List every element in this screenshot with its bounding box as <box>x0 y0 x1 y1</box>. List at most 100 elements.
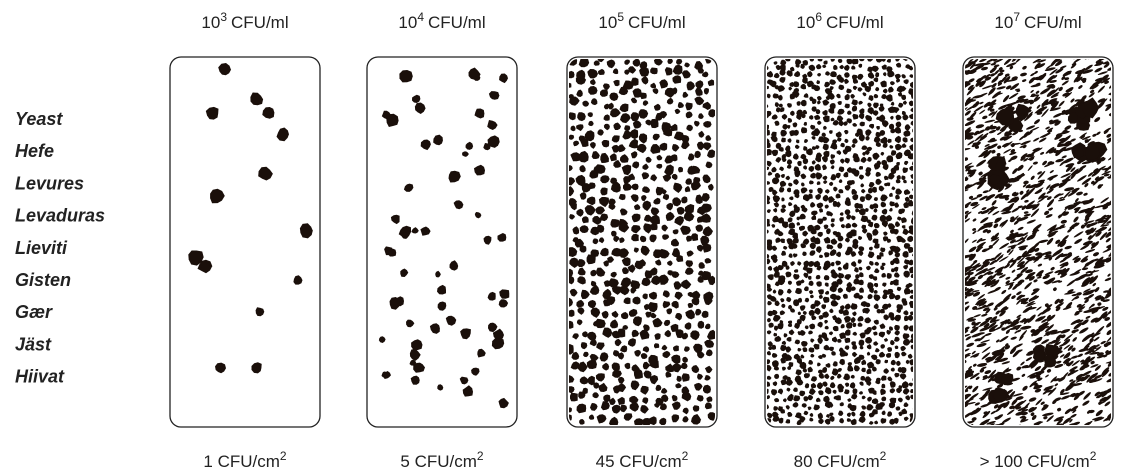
colony <box>590 79 596 85</box>
colony <box>809 250 815 256</box>
colony <box>779 104 783 108</box>
colony <box>876 172 882 177</box>
colony <box>822 133 826 138</box>
colony <box>703 142 711 150</box>
colony <box>602 363 609 371</box>
colony <box>817 337 823 344</box>
colony <box>830 249 837 256</box>
streak <box>1041 338 1050 345</box>
colony <box>600 188 607 196</box>
colony <box>782 341 786 345</box>
colony <box>829 331 833 335</box>
colony <box>771 150 778 156</box>
colony <box>846 88 852 93</box>
colony <box>874 94 879 98</box>
colony <box>865 136 869 141</box>
streak <box>1073 231 1084 239</box>
colony <box>580 192 587 200</box>
colony <box>619 237 625 243</box>
colony <box>659 79 668 88</box>
streak <box>961 301 970 306</box>
slide-outline <box>367 57 517 427</box>
streak <box>1038 239 1049 244</box>
colony <box>620 104 629 113</box>
surface-text: 1 CFU/cm <box>203 452 280 471</box>
colony <box>612 370 622 378</box>
colony <box>572 333 579 339</box>
colony <box>909 114 915 120</box>
colony <box>809 115 813 120</box>
colony <box>774 336 781 342</box>
colony <box>705 366 713 374</box>
streak <box>1028 76 1036 84</box>
colony <box>818 419 824 425</box>
colony <box>869 124 874 129</box>
colony <box>884 338 888 342</box>
colony <box>437 384 443 390</box>
colony <box>645 312 651 318</box>
colony <box>569 214 575 220</box>
colony <box>830 142 837 149</box>
streak <box>1072 336 1078 342</box>
colony <box>438 302 447 311</box>
colony <box>883 72 886 76</box>
colony <box>903 265 908 270</box>
colony <box>570 289 578 297</box>
colony <box>778 289 784 295</box>
colony <box>666 372 672 378</box>
colony <box>793 122 798 127</box>
colony <box>822 99 829 105</box>
colony <box>694 97 704 106</box>
colony <box>868 81 874 87</box>
colony <box>634 204 640 210</box>
colony <box>474 165 485 176</box>
streak <box>996 86 1006 90</box>
colony <box>874 320 879 325</box>
colony <box>672 364 681 373</box>
streak <box>963 348 970 352</box>
colony <box>608 103 614 110</box>
colony <box>872 398 879 404</box>
colony <box>487 120 497 130</box>
colony <box>887 139 891 143</box>
streak <box>1025 356 1032 362</box>
colony <box>598 69 605 75</box>
colony <box>909 101 914 107</box>
colony <box>475 212 482 218</box>
colony <box>708 412 717 421</box>
colony <box>673 65 683 75</box>
colony <box>663 290 670 297</box>
colony <box>630 129 638 139</box>
colony <box>853 332 858 336</box>
streak <box>1082 400 1091 407</box>
colony <box>838 85 844 91</box>
colony <box>882 410 886 415</box>
colony <box>766 94 771 99</box>
colony <box>613 68 618 74</box>
colony <box>889 326 893 330</box>
colony <box>895 331 900 336</box>
streak <box>991 149 996 154</box>
colony <box>600 89 608 96</box>
colony <box>595 319 605 328</box>
colony <box>766 351 771 356</box>
colony <box>851 375 855 379</box>
colony <box>600 175 609 183</box>
colony <box>830 71 837 77</box>
colony <box>838 368 842 372</box>
colony <box>659 249 670 259</box>
colony <box>809 388 816 395</box>
colony <box>788 323 792 327</box>
colony <box>803 273 808 279</box>
colony <box>590 403 598 411</box>
colony <box>787 159 792 165</box>
colony <box>890 81 895 85</box>
colony <box>828 107 834 113</box>
colony <box>809 166 815 172</box>
colony <box>801 341 808 347</box>
colony <box>654 333 660 340</box>
colony <box>839 418 844 424</box>
colony <box>867 103 871 108</box>
streak <box>1105 360 1117 364</box>
colony <box>890 340 895 345</box>
